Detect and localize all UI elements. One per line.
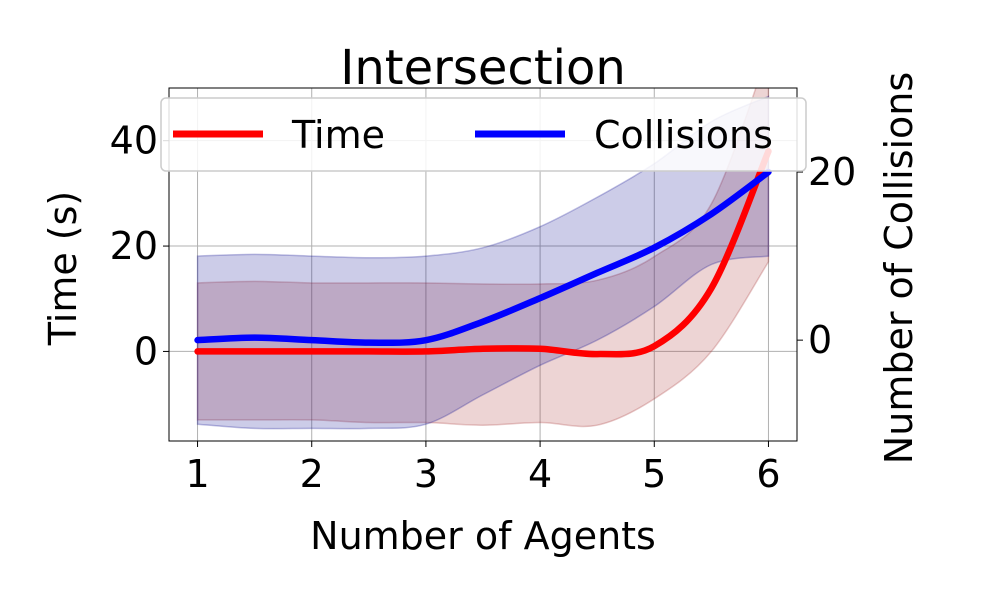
legend-label-collisions: Collisions: [594, 113, 773, 157]
series-lines: [194, 147, 772, 358]
legend: Time Collisions: [160, 97, 807, 172]
x-tick-label: 2: [300, 452, 324, 496]
y2-tick-label: 20: [808, 150, 856, 194]
legend-label-time: Time: [291, 113, 385, 157]
x-axis-label: Number of Agents: [310, 514, 656, 558]
y2-tick-label: 0: [808, 318, 832, 362]
x-tick-label: 5: [642, 452, 666, 496]
y2-axis-label: Number of Collisions: [877, 72, 921, 464]
axis-ticks: 1 2 3 4 5 6 0 20 40 0 20: [110, 119, 857, 496]
x-tick-label: 4: [528, 452, 552, 496]
x-tick-label: 6: [756, 452, 780, 496]
y-axis-label: Time (s): [41, 191, 85, 347]
axes-frame: [168, 87, 798, 442]
y-tick-label: 0: [134, 329, 158, 373]
x-tick-label: 1: [185, 452, 209, 496]
y-tick-label: 40: [110, 119, 158, 163]
line-collisions: [194, 168, 772, 347]
y-tick-label: 20: [110, 224, 158, 268]
line-time: [194, 147, 772, 358]
chart-title: Intersection: [340, 40, 626, 96]
band-collisions: [196, 95, 770, 430]
x-tick-label: 3: [414, 452, 438, 496]
